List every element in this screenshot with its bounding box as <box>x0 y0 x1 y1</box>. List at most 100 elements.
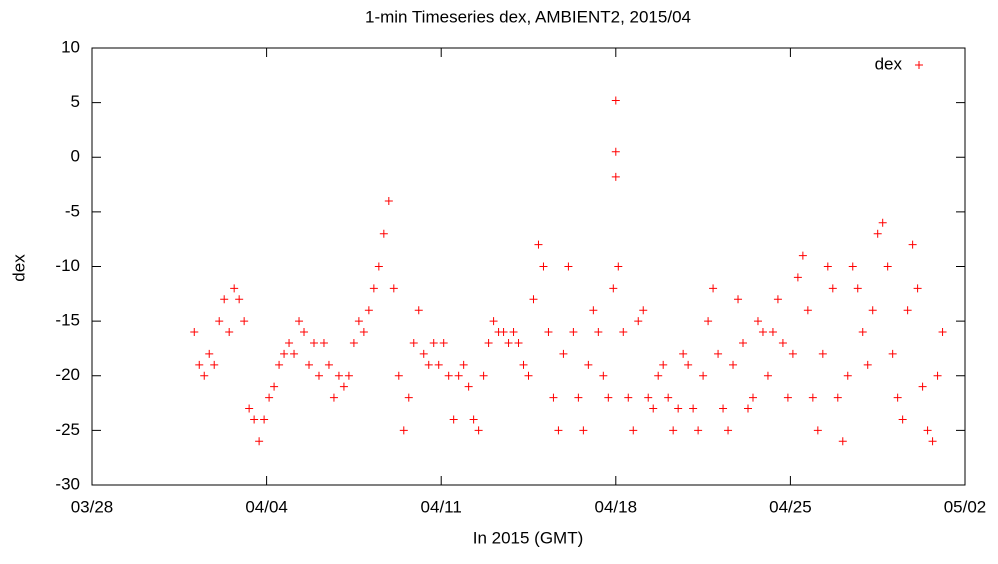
data-point <box>329 393 338 402</box>
y-tick-label: 0 <box>71 147 80 166</box>
data-point <box>714 349 723 358</box>
data-point <box>768 328 777 337</box>
legend-marker <box>915 61 923 69</box>
data-point <box>250 415 259 424</box>
data-point <box>828 284 837 293</box>
data-point <box>719 404 728 413</box>
data-point <box>319 338 328 347</box>
data-point <box>649 404 658 413</box>
data-point <box>704 317 713 326</box>
data-point <box>260 415 269 424</box>
data-point <box>873 229 882 238</box>
x-axis-label: In 2015 (GMT) <box>473 528 584 547</box>
data-point <box>305 360 314 369</box>
data-point <box>295 317 304 326</box>
data-point <box>230 284 239 293</box>
data-point <box>524 371 533 380</box>
data-point <box>354 317 363 326</box>
data-point <box>374 262 383 271</box>
data-point <box>414 306 423 315</box>
data-point <box>314 371 323 380</box>
data-point <box>324 360 333 369</box>
data-point <box>798 251 807 260</box>
data-point <box>424 360 433 369</box>
data-point <box>449 415 458 424</box>
data-point <box>903 306 912 315</box>
data-point <box>569 328 578 337</box>
x-tick-label: 04/11 <box>421 497 462 516</box>
data-point <box>763 371 772 380</box>
data-point <box>644 393 653 402</box>
legend-label: dex <box>875 54 903 73</box>
data-point <box>484 338 493 347</box>
data-point <box>684 360 693 369</box>
data-point <box>509 328 518 337</box>
data-point <box>584 360 593 369</box>
data-point <box>290 349 299 358</box>
data-point <box>739 338 748 347</box>
data-point <box>300 328 309 337</box>
data-point <box>654 371 663 380</box>
data-point <box>564 262 573 271</box>
data-point <box>275 360 284 369</box>
data-point <box>893 393 902 402</box>
data-point <box>404 393 413 402</box>
data-point <box>474 426 483 435</box>
data-point <box>285 338 294 347</box>
data-point <box>788 349 797 358</box>
data-point <box>439 338 448 347</box>
data-point <box>394 371 403 380</box>
data-point <box>724 426 733 435</box>
data-point <box>619 328 628 337</box>
data-point <box>843 371 852 380</box>
data-point <box>434 360 443 369</box>
data-point <box>334 371 343 380</box>
data-point <box>519 360 528 369</box>
data-point <box>579 426 588 435</box>
data-point <box>419 349 428 358</box>
data-point <box>923 426 932 435</box>
data-point <box>813 426 822 435</box>
data-point <box>611 96 620 105</box>
data-point <box>734 295 743 304</box>
chart-title: 1-min Timeseries dex, AMBIENT2, 2015/04 <box>365 7 691 26</box>
data-point <box>389 284 398 293</box>
data-point <box>611 147 620 156</box>
data-point <box>913 284 922 293</box>
data-point <box>629 426 638 435</box>
data-point <box>679 349 688 358</box>
data-point <box>634 317 643 326</box>
data-point <box>479 371 488 380</box>
x-tick-label: 05/02 <box>944 497 987 516</box>
data-point <box>758 328 767 337</box>
data-point <box>639 306 648 315</box>
data-point <box>195 360 204 369</box>
data-point <box>868 306 877 315</box>
data-point <box>753 317 762 326</box>
data-point <box>529 295 538 304</box>
y-tick-label: -15 <box>55 311 80 330</box>
data-point <box>544 328 553 337</box>
data-point <box>669 426 678 435</box>
data-point <box>729 360 738 369</box>
data-point <box>539 262 548 271</box>
data-point <box>409 338 418 347</box>
data-point <box>270 382 279 391</box>
data-point <box>364 306 373 315</box>
plot-border <box>91 47 966 486</box>
data-point <box>280 349 289 358</box>
data-point <box>938 328 947 337</box>
data-point <box>803 306 812 315</box>
data-point <box>664 393 673 402</box>
x-tick-label: 04/18 <box>595 497 638 516</box>
data-point <box>549 393 558 402</box>
data-point <box>833 393 842 402</box>
data-point <box>748 393 757 402</box>
data-point <box>818 349 827 358</box>
data-point <box>559 349 568 358</box>
data-point <box>783 393 792 402</box>
y-axis-label: dex <box>9 254 28 282</box>
data-point <box>469 415 478 424</box>
